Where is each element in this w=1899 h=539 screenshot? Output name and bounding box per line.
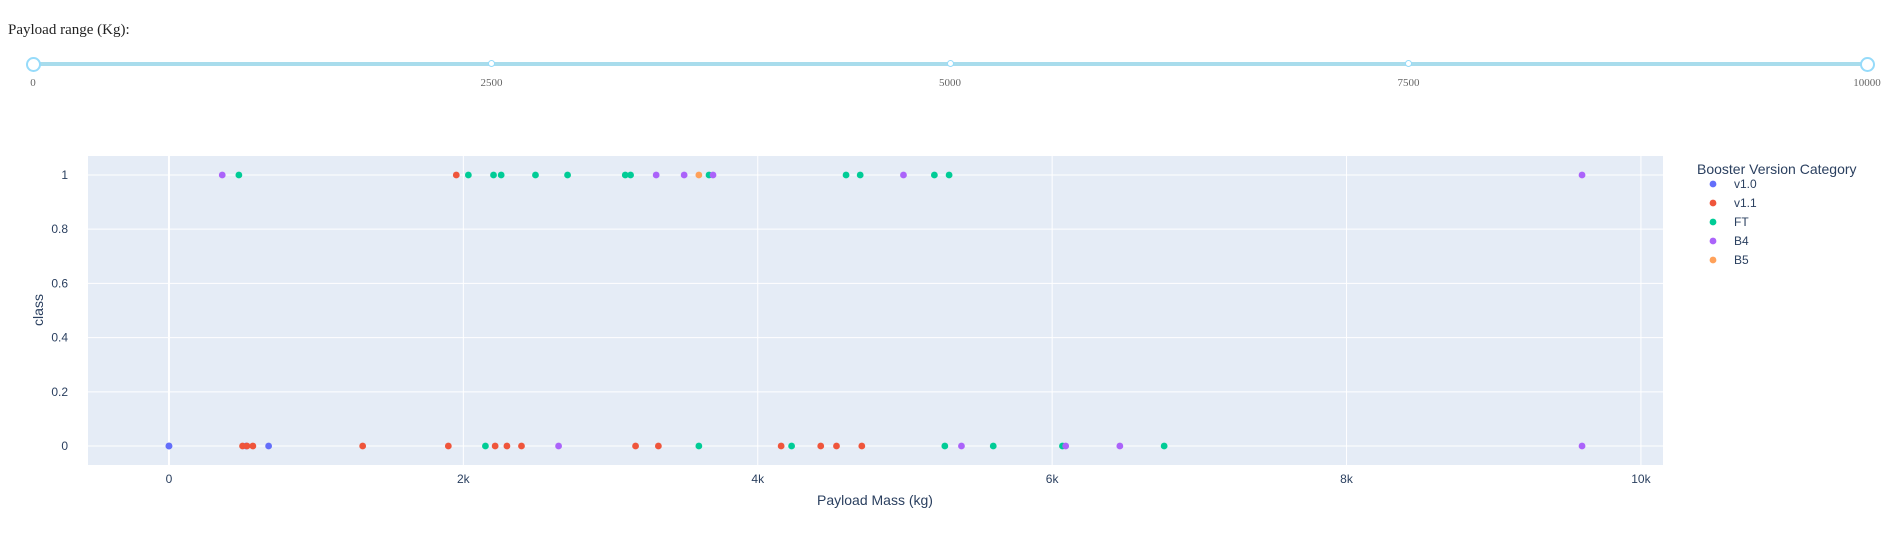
slider-handle-min[interactable] <box>25 57 41 72</box>
data-point <box>958 442 965 450</box>
data-point <box>842 171 850 179</box>
slider-mark-label: 7500 <box>1397 77 1420 89</box>
y-tick-label: 0.8 <box>51 222 68 236</box>
data-point <box>680 171 688 179</box>
legend-title: Booster Version Category <box>1697 161 1857 177</box>
legend-marker <box>1709 180 1717 188</box>
data-point <box>652 171 660 179</box>
y-tick-label: 0 <box>61 439 68 453</box>
data-point <box>989 442 997 450</box>
data-point <box>1578 442 1586 450</box>
data-point <box>695 171 703 179</box>
slider-mark-label: 2500 <box>480 77 503 89</box>
legend-entry[interactable]: B4 <box>1734 234 1749 248</box>
x-tick-label: 4k <box>751 472 765 486</box>
data-point <box>235 171 243 179</box>
x-tick-labels: 0 2k 4k 6k 8k 10k <box>166 472 1652 486</box>
data-point <box>482 442 489 450</box>
x-tick-label: 10k <box>1631 472 1651 486</box>
data-point <box>452 171 460 179</box>
data-point <box>654 442 662 450</box>
slider-mark-dot <box>1405 60 1412 67</box>
data-point <box>243 442 251 450</box>
data-point <box>564 171 571 179</box>
legend-marker <box>1709 256 1717 264</box>
slider-handle-max[interactable] <box>1859 57 1875 72</box>
legend-entry[interactable]: FT <box>1734 215 1749 229</box>
data-point <box>555 442 562 450</box>
y-tick-labels: 0 0.2 0.4 0.6 0.8 1 <box>51 168 68 453</box>
data-point <box>518 442 525 450</box>
y-tick-label: 0.6 <box>51 276 68 290</box>
data-point <box>941 442 949 450</box>
y-tick-label: 0.2 <box>51 385 68 399</box>
data-point <box>165 442 173 450</box>
data-point <box>444 442 452 450</box>
legend-marker <box>1709 199 1717 207</box>
x-tick-label: 6k <box>1046 472 1060 486</box>
data-point <box>218 171 226 179</box>
legend-entry[interactable]: v1.0 <box>1734 177 1757 191</box>
x-axis-title: Payload Mass (kg) <box>817 492 933 508</box>
data-point <box>1578 171 1586 179</box>
data-point <box>491 442 499 450</box>
payload-range-slider[interactable]: 0 2500 5000 7500 10000 <box>0 50 1899 110</box>
data-point <box>503 442 511 450</box>
data-point <box>1160 442 1168 450</box>
slider-mark-label: 0 <box>30 77 36 89</box>
data-point <box>709 171 717 179</box>
x-tick-label: 0 <box>166 472 173 486</box>
data-point <box>900 171 907 179</box>
data-point <box>695 442 703 450</box>
data-point <box>1062 442 1070 450</box>
data-point <box>249 442 257 450</box>
slider-mark-label: 5000 <box>939 77 961 89</box>
data-point <box>359 442 367 450</box>
legend: Booster Version Category v1.0 v1.1 FT B4 B5 <box>1697 161 1857 267</box>
data-point <box>858 442 866 450</box>
legend-marker <box>1709 218 1717 226</box>
plot-area <box>88 156 1663 465</box>
y-tick-label: 0.4 <box>51 331 68 345</box>
data-point <box>532 171 539 179</box>
data-point <box>490 171 497 179</box>
data-point <box>497 171 505 179</box>
data-point <box>788 442 795 450</box>
data-point <box>265 442 273 450</box>
slider-label: Payload range (Kg): <box>8 22 130 38</box>
data-point <box>856 171 864 179</box>
x-tick-label: 2k <box>457 472 471 486</box>
data-point <box>627 171 634 179</box>
data-points <box>165 171 1586 450</box>
x-tick-label: 8k <box>1340 472 1354 486</box>
data-point <box>777 442 785 450</box>
legend-entry[interactable]: v1.1 <box>1734 196 1757 210</box>
grid-lines <box>88 156 1663 465</box>
data-point <box>945 171 953 179</box>
data-point <box>833 442 840 450</box>
legend-marker <box>1709 237 1717 245</box>
data-point <box>817 442 825 450</box>
legend-entry[interactable]: B5 <box>1734 253 1749 267</box>
data-point <box>632 442 639 450</box>
slider-mark-label: 10000 <box>1853 77 1881 89</box>
y-tick-label: 1 <box>61 168 68 182</box>
slider-mark-dot <box>488 60 495 67</box>
data-point <box>1116 442 1124 450</box>
data-point <box>464 171 472 179</box>
data-point <box>621 171 629 179</box>
scatter-chart: 0 2k 4k 6k 8k 10k 0 0.2 0.4 0.6 0.8 1 Payload Mass… <box>30 156 1857 508</box>
slider-mark-dot <box>946 60 954 67</box>
data-point <box>930 171 938 179</box>
y-axis-title: class <box>30 294 46 326</box>
